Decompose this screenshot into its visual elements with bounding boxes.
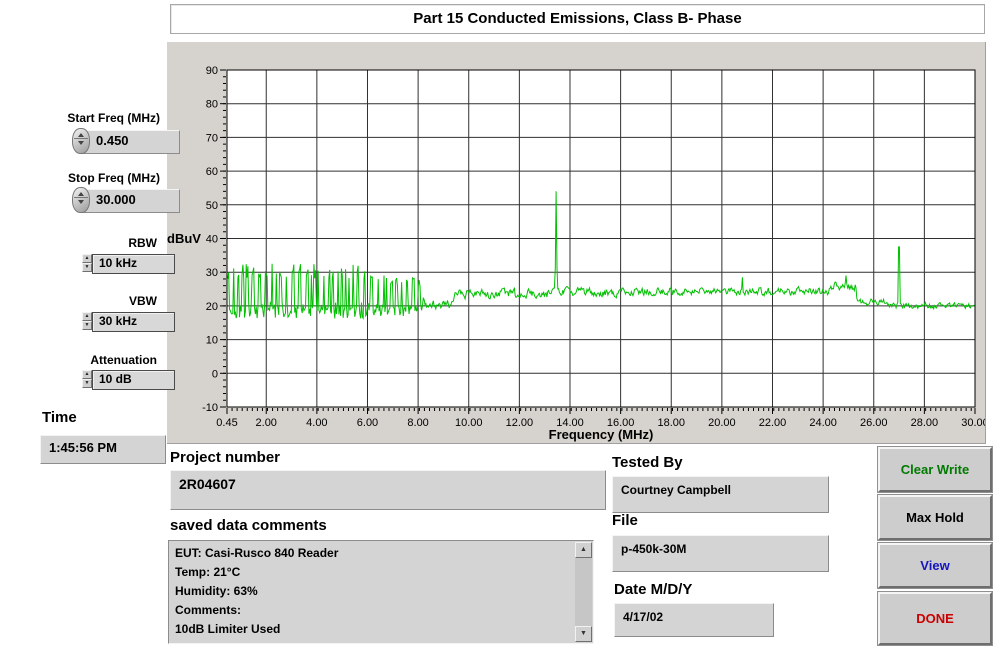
svg-text:-10: -10 [202, 402, 218, 414]
svg-text:14.00: 14.00 [556, 417, 584, 429]
start-freq-spinner[interactable] [72, 128, 90, 154]
attenuation-select[interactable]: 10 dB [92, 370, 175, 390]
spinner-down-icon[interactable] [78, 141, 84, 146]
start-freq-input[interactable]: 0.450 [80, 130, 180, 154]
stop-freq-input[interactable]: 30.000 [80, 189, 180, 213]
saved-data-comments-field[interactable]: EUT: Casi-Rusco 840 Reader Temp: 21°C Hu… [168, 540, 594, 644]
max-hold-button[interactable]: Max Hold [878, 495, 992, 540]
svg-text:10.00: 10.00 [455, 417, 483, 429]
scroll-down-icon[interactable]: ▼ [575, 626, 592, 642]
date-field[interactable]: 4/17/02 [614, 603, 774, 637]
axis-tick-labels: 0.45 2.00 4.00 6.00 8.00 10.00 12.00 14.00 16.00… [202, 65, 989, 429]
chart-panel: 0.45 2.00 4.00 6.00 8.00 10.00 12.00 14.00 16.00… [167, 42, 989, 444]
svg-text:20.00: 20.00 [708, 417, 736, 429]
vbw-spinner[interactable]: ▲ ▼ [82, 312, 92, 331]
spinner-down-icon[interactable]: ▼ [82, 263, 92, 272]
spinner-down-icon[interactable]: ▼ [82, 321, 92, 330]
vbw-select[interactable]: 30 kHz [92, 312, 175, 332]
svg-text:12.00: 12.00 [506, 417, 534, 429]
svg-text:18.00: 18.00 [657, 417, 685, 429]
svg-text:30: 30 [206, 267, 218, 279]
svg-text:24.00: 24.00 [809, 417, 837, 429]
svg-text:90: 90 [206, 65, 218, 77]
spinner-up-icon[interactable]: ▲ [82, 370, 92, 379]
project-number-label: Project number [170, 449, 281, 466]
vbw-label: VBW [129, 294, 157, 308]
rbw-select[interactable]: 10 kHz [92, 254, 175, 274]
attenuation-spinner[interactable]: ▲ ▼ [82, 370, 92, 389]
time-value: 1:45:56 PM [40, 435, 166, 464]
tested-by-field[interactable]: Courtney Campbell [612, 476, 829, 513]
spinner-up-icon[interactable]: ▲ [82, 254, 92, 263]
svg-text:16.00: 16.00 [607, 417, 635, 429]
svg-text:8.00: 8.00 [407, 417, 428, 429]
spinner-down-icon[interactable] [78, 200, 84, 205]
y-axis-label: dBuV [167, 231, 201, 246]
rbw-spinner[interactable]: ▲ ▼ [82, 254, 92, 273]
done-button[interactable]: DONE [878, 592, 992, 645]
svg-text:6.00: 6.00 [357, 417, 378, 429]
file-label: File [612, 512, 638, 529]
comments-text[interactable]: EUT: Casi-Rusco 840 Reader Temp: 21°C Hu… [175, 546, 339, 636]
emissions-trace [226, 191, 975, 320]
svg-text:28.00: 28.00 [911, 417, 939, 429]
spinner-up-icon[interactable]: ▲ [82, 312, 92, 321]
view-button[interactable]: View [878, 543, 992, 588]
tested-by-label: Tested By [612, 454, 683, 471]
saved-data-comments-label: saved data comments [170, 517, 327, 534]
svg-text:26.00: 26.00 [860, 417, 888, 429]
svg-text:20: 20 [206, 301, 218, 313]
spinner-down-icon[interactable]: ▼ [82, 379, 92, 388]
plot-border [226, 69, 976, 408]
svg-text:0.45: 0.45 [216, 417, 237, 429]
window-title: Part 15 Conducted Emissions, Class B- Ph… [170, 4, 985, 34]
svg-text:22.00: 22.00 [759, 417, 787, 429]
x-axis-label: Frequency (MHz) [548, 427, 654, 442]
emissions-spectrum-chart: 0.45 2.00 4.00 6.00 8.00 10.00 12.00 14.00 16.00… [202, 65, 989, 429]
svg-text:30.00: 30.00 [961, 417, 985, 429]
spinner-up-icon[interactable] [78, 192, 84, 196]
grid-lines [227, 70, 975, 407]
stop-freq-spinner[interactable] [72, 187, 90, 213]
project-number-field[interactable]: 2R04607 [170, 470, 606, 510]
file-field[interactable]: p-450k-30M [612, 535, 829, 572]
spinner-up-icon[interactable] [78, 133, 84, 137]
svg-text:10: 10 [206, 335, 218, 347]
svg-text:0: 0 [212, 368, 218, 380]
axis-ticks [220, 69, 976, 414]
svg-text:60: 60 [206, 166, 218, 178]
svg-text:50: 50 [206, 200, 218, 212]
scroll-up-icon[interactable]: ▲ [575, 542, 592, 558]
start-freq-label: Start Freq (MHz) [67, 111, 160, 125]
comments-scrollbar[interactable]: ▲ ▼ [575, 542, 592, 642]
svg-text:4.00: 4.00 [306, 417, 327, 429]
time-label: Time [42, 409, 77, 426]
attenuation-label: Attenuation [90, 353, 157, 367]
svg-text:40: 40 [206, 234, 218, 246]
clear-write-button[interactable]: Clear Write [878, 447, 992, 492]
rbw-label: RBW [128, 236, 157, 250]
svg-text:70: 70 [206, 132, 218, 144]
svg-text:2.00: 2.00 [256, 417, 277, 429]
date-label: Date M/D/Y [614, 581, 693, 598]
stop-freq-label: Stop Freq (MHz) [68, 171, 160, 185]
svg-text:80: 80 [206, 99, 218, 111]
